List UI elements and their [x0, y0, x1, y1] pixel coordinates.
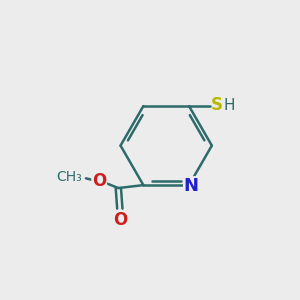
- Text: H: H: [224, 98, 235, 113]
- Text: O: O: [113, 212, 127, 230]
- Text: S: S: [211, 96, 223, 114]
- Text: N: N: [184, 177, 199, 195]
- Text: CH₃: CH₃: [56, 170, 82, 184]
- Text: O: O: [92, 172, 106, 190]
